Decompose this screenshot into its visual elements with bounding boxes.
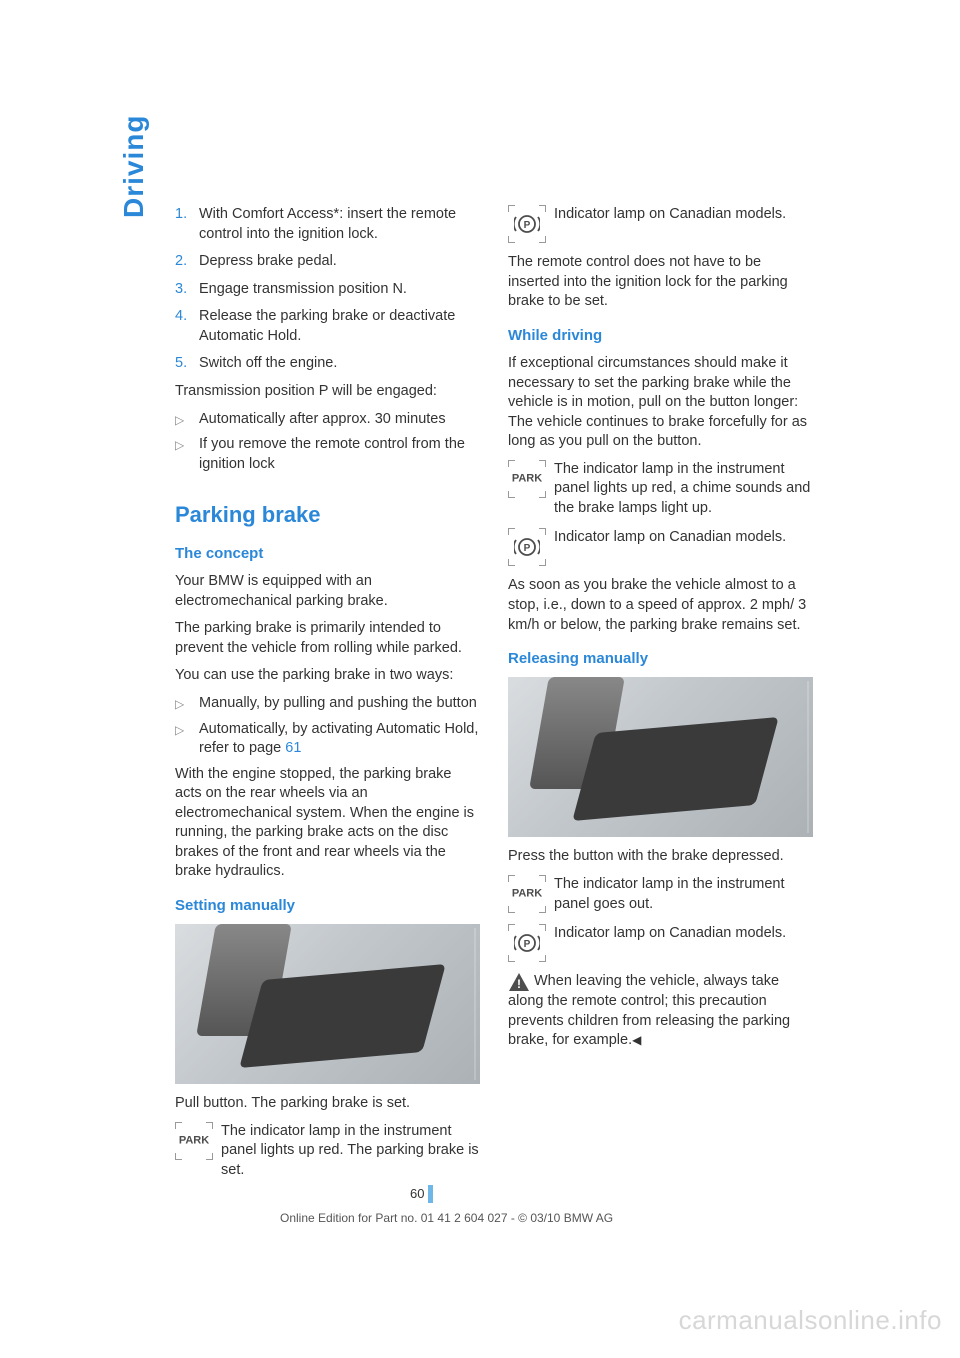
list-text: Engage transmission position N.	[199, 280, 480, 300]
paragraph: As soon as you brake the vehicle almost …	[508, 576, 813, 635]
subheading: Releasing manually	[508, 649, 813, 669]
paragraph: The remote control does not have to be i…	[508, 253, 813, 312]
bullet-icon: ▷	[175, 435, 199, 474]
subheading: The concept	[175, 544, 480, 564]
subheading: Setting manually	[175, 896, 480, 916]
indicator-text: The indicator lamp in the instrument pan…	[554, 460, 813, 519]
list-text-span: Automatically, by activating Automatic H…	[199, 721, 478, 757]
park-indicator-icon: PARK	[175, 1122, 213, 1160]
list-item: 1. With Comfort Access*: insert the remo…	[175, 205, 480, 244]
paragraph: Your BMW is equipped with an electromech…	[175, 572, 480, 611]
indicator-text: Indicator lamp on Canadian models.	[554, 528, 813, 548]
list-number: 4.	[175, 307, 199, 346]
canadian-indicator-icon: P	[508, 924, 546, 962]
bullet-icon: ▷	[175, 410, 199, 430]
indicator-row: P Indicator lamp on Canadian models.	[508, 924, 813, 962]
end-mark-icon: ◀	[632, 1033, 641, 1047]
list-item: ▷ If you remove the remote control from …	[175, 435, 480, 474]
paragraph: You can use the parking brake in two way…	[175, 666, 480, 686]
indicator-row: PARK The indicator lamp in the instrumen…	[175, 1122, 480, 1181]
list-item: 2. Depress brake pedal.	[175, 252, 480, 272]
list-text: Automatically after approx. 30 minutes	[199, 410, 480, 430]
list-text: Switch off the engine.	[199, 354, 480, 374]
list-item: ▷ Automatically, by activating Automatic…	[175, 720, 480, 759]
paragraph: With the engine stopped, the parking bra…	[175, 765, 480, 882]
warning-icon: !	[508, 972, 530, 992]
list-item: 3. Engage transmission position N.	[175, 280, 480, 300]
svg-text:P: P	[524, 543, 531, 554]
releasing-manually-image	[508, 677, 813, 837]
svg-text:!: !	[517, 977, 521, 991]
list-text: Depress brake pedal.	[199, 252, 480, 272]
list-text: Manually, by pulling and pushing the but…	[199, 694, 480, 714]
canadian-indicator-icon: P	[508, 528, 546, 566]
setting-manually-image	[175, 924, 480, 1084]
list-item: ▷ Automatically after approx. 30 minutes	[175, 410, 480, 430]
list-text: Release the parking brake or deactivate …	[199, 307, 480, 346]
page-number-bar	[428, 1185, 433, 1203]
paragraph: Transmission position P will be engaged:	[175, 382, 480, 402]
page-link[interactable]: 61	[285, 740, 301, 756]
list-number: 1.	[175, 205, 199, 244]
list-item: ▷ Manually, by pulling and pushing the b…	[175, 694, 480, 714]
list-text: If you remove the remote control from th…	[199, 435, 480, 474]
page-number: 60	[410, 1185, 433, 1203]
park-icon-label: PARK	[512, 887, 542, 902]
indicator-text: Indicator lamp on Canadian models.	[554, 924, 813, 944]
watermark: carmanualsonline.info	[679, 1303, 942, 1338]
svg-text:P: P	[524, 220, 531, 231]
footer-text: Online Edition for Part no. 01 41 2 604 …	[280, 1210, 613, 1226]
indicator-row: PARK The indicator lamp in the instrumen…	[508, 875, 813, 914]
park-icon-label: PARK	[512, 471, 542, 486]
canadian-indicator-icon: P	[508, 205, 546, 243]
indicator-row: PARK The indicator lamp in the instrumen…	[508, 460, 813, 519]
paragraph: The parking brake is primarily intended …	[175, 619, 480, 658]
indicator-row: P Indicator lamp on Canadian models.	[508, 205, 813, 243]
page-content: 1. With Comfort Access*: insert the remo…	[175, 205, 815, 1191]
paragraph: Pull button. The parking brake is set.	[175, 1094, 480, 1114]
subheading: While driving	[508, 326, 813, 346]
list-item: 4. Release the parking brake or deactiva…	[175, 307, 480, 346]
park-indicator-icon: PARK	[508, 460, 546, 498]
list-number: 5.	[175, 354, 199, 374]
list-number: 3.	[175, 280, 199, 300]
warning-note: ! When leaving the vehicle, always take …	[508, 972, 813, 1051]
list-item: 5. Switch off the engine.	[175, 354, 480, 374]
left-column: 1. With Comfort Access*: insert the remo…	[175, 205, 480, 1191]
indicator-text: The indicator lamp in the instrument pan…	[221, 1122, 480, 1181]
paragraph: Press the button with the brake depresse…	[508, 847, 813, 867]
bullet-icon: ▷	[175, 720, 199, 759]
list-text: With Comfort Access*: insert the remote …	[199, 205, 480, 244]
right-column: P Indicator lamp on Canadian models. The…	[508, 205, 813, 1191]
side-section-title: Driving	[115, 115, 153, 218]
park-icon-label: PARK	[179, 1133, 209, 1148]
park-indicator-icon: PARK	[508, 875, 546, 913]
indicator-text: Indicator lamp on Canadian models.	[554, 205, 813, 225]
page-number-value: 60	[410, 1185, 424, 1203]
section-heading: Parking brake	[175, 500, 480, 530]
list-number: 2.	[175, 252, 199, 272]
indicator-row: P Indicator lamp on Canadian models.	[508, 528, 813, 566]
bullet-icon: ▷	[175, 694, 199, 714]
indicator-text: The indicator lamp in the instrument pan…	[554, 875, 813, 914]
svg-text:P: P	[524, 939, 531, 950]
paragraph: If exceptional circumstances should make…	[508, 354, 813, 452]
list-text: Automatically, by activating Automatic H…	[199, 720, 480, 759]
warning-text: When leaving the vehicle, always take al…	[508, 973, 790, 1048]
